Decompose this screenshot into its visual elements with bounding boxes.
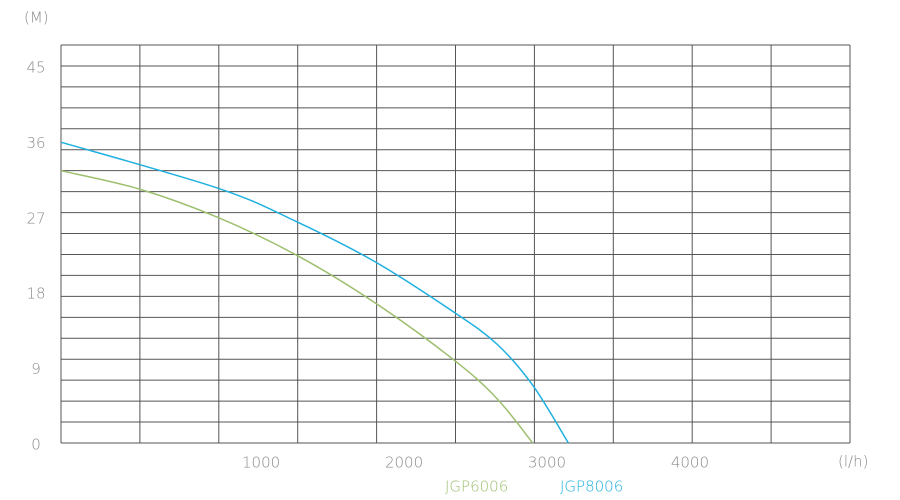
y-tick-label: 0 (31, 436, 41, 454)
series-line (60, 169, 534, 444)
x-tick-label: 4000 (671, 454, 709, 472)
y-unit: (M) (24, 9, 49, 27)
series-line (60, 141, 570, 444)
y-tick-label: 45 (26, 58, 45, 76)
x-tick-label: 1000 (242, 454, 280, 472)
legend-label: JGP6006 (445, 478, 508, 496)
x-unit: (l/h) (838, 453, 868, 471)
y-tick-label: 18 (26, 285, 45, 303)
y-tick-label: 36 (26, 134, 45, 152)
y-tick-label: 27 (26, 209, 45, 227)
x-tick-label: 2000 (385, 454, 423, 472)
y-tick-label: 9 (31, 360, 41, 378)
x-tick-label: 3000 (528, 454, 566, 472)
legend-label: JGP8006 (560, 478, 623, 496)
